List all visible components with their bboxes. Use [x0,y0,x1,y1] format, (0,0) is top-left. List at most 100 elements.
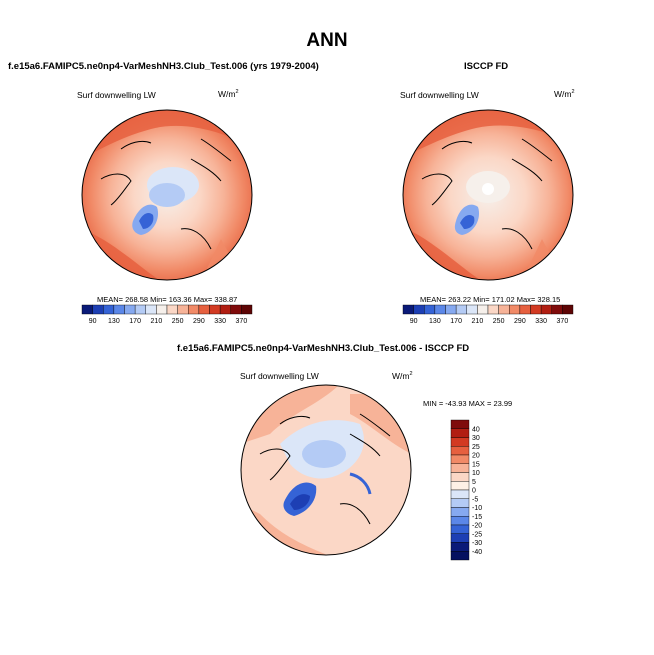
colorbar-cell [445,304,457,315]
colorbar-tick-label: -5 [472,496,478,503]
colorbar-cell [209,304,221,315]
greenland-core [460,215,475,229]
colorbar-cell [177,304,189,315]
colorbar-tick-label: 330 [535,318,547,325]
colorbar-cell [450,533,470,543]
colorbar-cell [92,304,104,315]
colorbar-tick-label: 170 [450,318,462,325]
colorbar-tick-label: 130 [429,318,441,325]
colorbar-tick-label: 15 [472,461,480,468]
colorbar-tick-label: 210 [472,318,484,325]
map-border [402,109,574,281]
colorbar-cell [166,304,178,315]
colorbar-cell [188,304,200,315]
colorbar-cell [450,507,470,517]
colorbar-cell [124,304,136,315]
colorbar-tick-label: 210 [151,318,163,325]
units-label-obs: W/m2 [554,89,575,99]
variable-label-model: Surf downwelling LW [77,90,156,100]
colorbar-obs: 90 130 170 210 250 290 330 370 [402,304,574,325]
colorbar-cell [450,437,470,447]
colorbar-tick-label: -40 [472,549,482,556]
cold-region-center [149,183,185,207]
coastlines [100,138,232,250]
stats-obs: MEAN= 263.22 Min= 171.02 Max= 328.15 [420,295,561,304]
polar-map-diff [240,384,412,556]
colorbar-tick-label: 370 [557,318,569,325]
polar-map-obs [402,109,574,281]
colorbar-cell [551,304,563,315]
colorbar-cell [450,489,470,499]
colorbar-tick-label: 0 [472,488,476,495]
colorbar-tick-label: -25 [472,531,482,538]
colorbar-cell [145,304,157,315]
colorbar-cell [434,304,446,315]
colorbar-cell [562,304,574,315]
colorbar-cell [450,428,470,438]
colorbar-tick-label: 130 [108,318,120,325]
panel-header-obs: ISCCP FD [464,61,509,72]
colorbar-tick-label: 250 [172,318,184,325]
greenland-core [139,213,154,229]
colorbar-model: 90 130 170 210 250 290 330 370 [81,304,253,325]
stats-model: MEAN= 268.58 Min= 163.36 Max= 338.87 [97,295,238,304]
colorbar-cell [487,304,499,315]
colorbar-cell [450,498,470,508]
colorbar-cell [530,304,542,315]
greenland-core [290,494,310,510]
pole-hole [482,183,494,195]
coastlines [259,413,391,525]
stats-diff: MIN = -43.93 MAX = 23.99 [423,399,513,408]
colorbar-cell [450,542,470,552]
colorbar-cell [450,551,470,561]
units-label-diff: W/m2 [392,371,413,381]
colorbar-cell [113,304,125,315]
colorbar-cell [198,304,210,315]
colorbar-tick-label: 370 [236,318,248,325]
colorbar-cell [450,454,470,464]
colorbar-cell [455,304,467,315]
colorbar-cell [219,304,231,315]
colorbar-tick-label: 20 [472,453,480,460]
cool-streak [349,472,372,495]
colorbar-tick-label: -20 [472,523,482,530]
colorbar-tick-label: -15 [472,514,482,521]
colorbar-cell [81,304,93,315]
variable-label-obs: Surf downwelling LW [400,90,479,100]
colorbar-cell [103,304,115,315]
colorbar-cell [424,304,436,315]
colorbar-cell [134,304,146,315]
colorbar-cell [402,304,414,315]
colorbar-tick-label: 30 [472,435,480,442]
coastlines [421,138,553,250]
colorbar-cell [509,304,521,315]
colorbar-tick-label: -30 [472,540,482,547]
colorbar-cell [413,304,425,315]
polar-map-model [81,109,253,281]
colorbar-cell [466,304,478,315]
colorbar-cell [477,304,489,315]
colorbar-cell [156,304,168,315]
colorbar-tick-label: 90 [89,318,97,325]
colorbar-tick-label: 290 [514,318,526,325]
colorbar-cell [450,472,470,482]
colorbar-cell [498,304,510,315]
colorbar-cell [519,304,531,315]
colorbar-tick-label: 170 [129,318,141,325]
map-border [81,109,253,281]
colorbar-cell [450,524,470,534]
colorbar-cell [230,304,242,315]
colorbar-tick-label: 10 [472,470,480,477]
colorbar-tick-label: 90 [410,318,418,325]
panel-header-model: f.e15a6.FAMIPC5.ne0np4-VarMeshNH3.Club_T… [8,61,319,72]
colorbar-tick-label: 40 [472,426,480,433]
colorbar-cell [450,516,470,526]
colorbar-cell [450,446,470,456]
colorbar-tick-label: 250 [493,318,505,325]
colorbar-cell [450,419,470,429]
panel-header-diff: f.e15a6.FAMIPC5.ne0np4-VarMeshNH3.Club_T… [177,343,470,354]
colorbar-tick-label: 25 [472,444,480,451]
colorbar-cell [450,481,470,491]
colorbar-cell [450,463,470,473]
